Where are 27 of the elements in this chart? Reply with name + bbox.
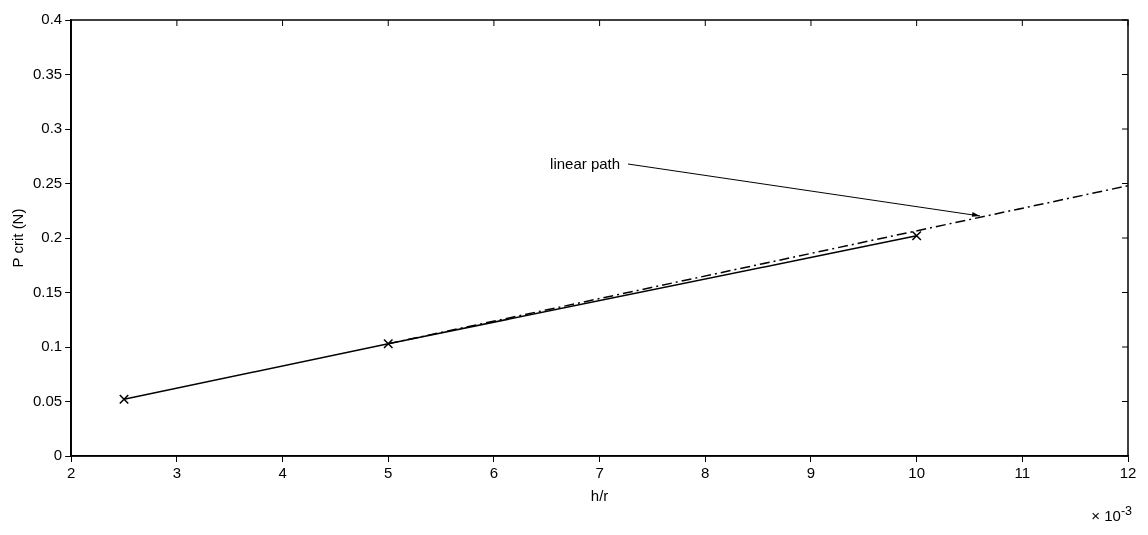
x-tick-label: 5 xyxy=(384,464,393,482)
x-tick-label: 6 xyxy=(489,464,499,482)
text: × 10$^{-3}$ xyxy=(1091,504,1132,524)
point xyxy=(119,394,130,405)
point xyxy=(911,230,922,241)
x-tick-label: 8 xyxy=(701,464,710,482)
x-tick-label: 12 xyxy=(1119,464,1137,482)
y-axis-title: P crit (N) xyxy=(9,208,27,268)
x-tick-label: 9 xyxy=(806,464,816,482)
x-tick-label: 4 xyxy=(278,464,287,482)
y-tick-label: 0 xyxy=(53,446,63,464)
x-tick-label: 11 xyxy=(1014,464,1031,482)
x-axis-title: h/r xyxy=(590,487,609,505)
x-tick-label: 7 xyxy=(595,464,604,482)
x-tick-label: 3 xyxy=(172,464,182,482)
y-tick-label: 0.1 xyxy=(41,337,63,355)
y-tick-label: 0.35 xyxy=(32,64,63,82)
y-tick-label: 0.15 xyxy=(32,282,63,300)
y-tick-label: 0.4 xyxy=(41,10,63,28)
point xyxy=(383,338,394,349)
annotation: linear path xyxy=(550,154,621,175)
y-tick-label: 0.2 xyxy=(41,228,63,246)
y-tick-label: 0.05 xyxy=(32,391,63,409)
y-tick-label: 0.25 xyxy=(32,173,63,191)
y-tick-label: 0.3 xyxy=(41,119,63,137)
x-tick-label: 10 xyxy=(908,464,925,482)
x-tick-label: 2 xyxy=(67,464,76,482)
